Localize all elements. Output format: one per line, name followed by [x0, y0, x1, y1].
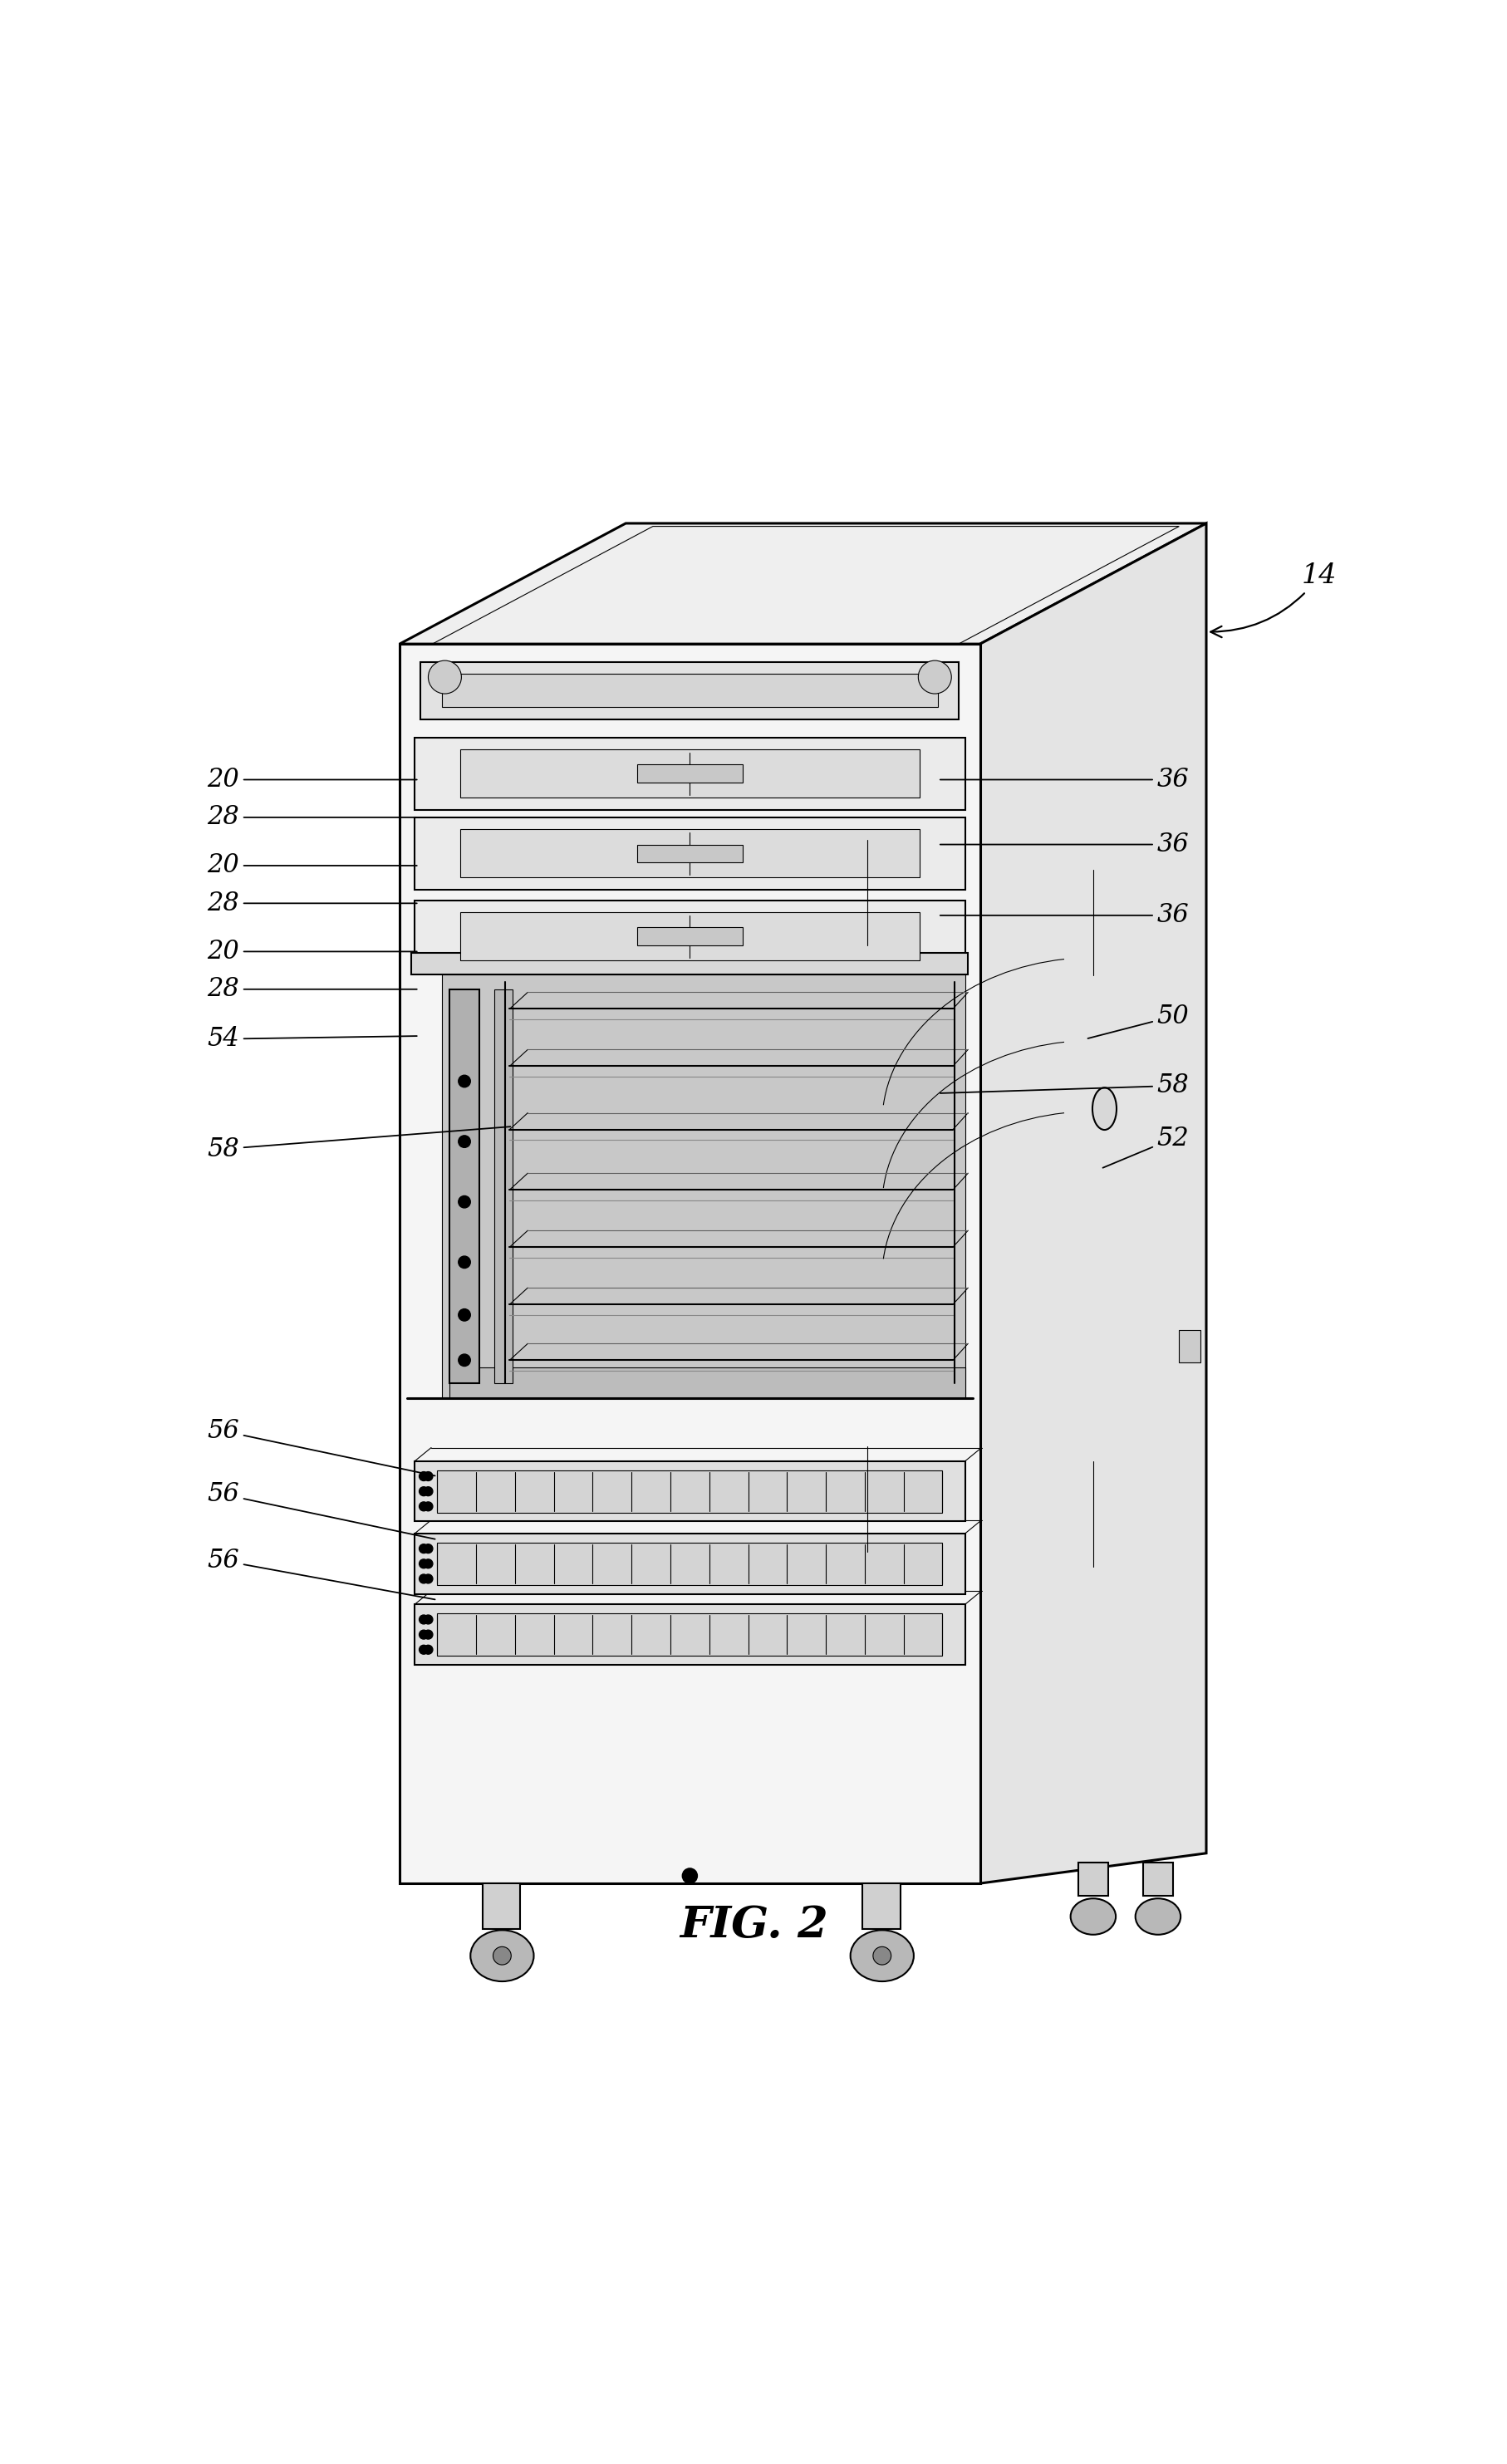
- Bar: [449, 988, 479, 1382]
- Circle shape: [419, 1614, 428, 1624]
- Circle shape: [419, 1486, 428, 1496]
- Text: 52: 52: [1102, 1126, 1189, 1168]
- Text: 56: 56: [206, 1547, 434, 1599]
- Circle shape: [423, 1545, 433, 1552]
- Bar: [414, 1604, 964, 1666]
- Text: 50: 50: [1087, 1003, 1189, 1037]
- Ellipse shape: [470, 1929, 533, 1981]
- Bar: [1178, 1331, 1200, 1363]
- Bar: [494, 988, 512, 1382]
- Circle shape: [423, 1471, 433, 1481]
- Bar: [482, 1882, 520, 1929]
- Bar: [460, 912, 919, 961]
- Text: 20: 20: [206, 939, 416, 963]
- Circle shape: [419, 1560, 428, 1567]
- Text: FIG. 2: FIG. 2: [680, 1905, 827, 1947]
- Text: 28: 28: [206, 976, 416, 1003]
- Ellipse shape: [1091, 1087, 1115, 1131]
- Bar: [862, 1882, 900, 1929]
- Text: 36: 36: [940, 833, 1189, 857]
- Circle shape: [493, 1947, 511, 1964]
- Bar: [414, 1533, 964, 1594]
- Text: 36: 36: [940, 902, 1189, 929]
- Text: 56: 56: [206, 1419, 436, 1476]
- Circle shape: [681, 1868, 696, 1882]
- Circle shape: [423, 1631, 433, 1639]
- Circle shape: [419, 1646, 428, 1653]
- Ellipse shape: [1135, 1897, 1180, 1934]
- Circle shape: [419, 1574, 428, 1584]
- Bar: [420, 663, 958, 719]
- Bar: [636, 926, 741, 946]
- Bar: [414, 1461, 964, 1520]
- Text: 20: 20: [206, 766, 416, 793]
- Polygon shape: [399, 643, 980, 1882]
- Circle shape: [419, 1471, 428, 1481]
- Polygon shape: [980, 522, 1206, 1882]
- Text: 36: 36: [940, 766, 1189, 793]
- Bar: [449, 1368, 964, 1397]
- Ellipse shape: [850, 1929, 913, 1981]
- Bar: [414, 737, 964, 811]
- Circle shape: [419, 1503, 428, 1510]
- Bar: [411, 954, 967, 973]
- Text: 28: 28: [206, 803, 416, 830]
- Circle shape: [423, 1614, 433, 1624]
- Ellipse shape: [1070, 1897, 1115, 1934]
- Circle shape: [428, 660, 461, 695]
- Text: 14: 14: [1210, 562, 1337, 638]
- Text: 58: 58: [940, 1072, 1189, 1099]
- Bar: [437, 1471, 942, 1513]
- Bar: [442, 675, 937, 707]
- Polygon shape: [399, 522, 1206, 643]
- Circle shape: [423, 1560, 433, 1567]
- Circle shape: [458, 1308, 470, 1321]
- Bar: [442, 973, 964, 1397]
- Bar: [460, 749, 919, 798]
- Circle shape: [458, 1136, 470, 1148]
- Text: 28: 28: [206, 890, 416, 917]
- Text: 56: 56: [206, 1481, 436, 1540]
- Text: 20: 20: [206, 853, 416, 880]
- Bar: [414, 818, 964, 890]
- Circle shape: [419, 1545, 428, 1552]
- Bar: [414, 899, 964, 973]
- Circle shape: [423, 1646, 433, 1653]
- Circle shape: [458, 1074, 470, 1087]
- Circle shape: [918, 660, 951, 695]
- Circle shape: [419, 1631, 428, 1639]
- Bar: [636, 845, 741, 862]
- Circle shape: [423, 1574, 433, 1584]
- Circle shape: [423, 1503, 433, 1510]
- Bar: [636, 764, 741, 784]
- Circle shape: [458, 1355, 470, 1365]
- Bar: [437, 1542, 942, 1584]
- Circle shape: [458, 1195, 470, 1207]
- Circle shape: [873, 1947, 891, 1964]
- Bar: [1078, 1863, 1108, 1895]
- Bar: [437, 1614, 942, 1656]
- Bar: [460, 830, 919, 877]
- Circle shape: [458, 1257, 470, 1269]
- Bar: [1142, 1863, 1172, 1895]
- Text: 54: 54: [206, 1025, 416, 1052]
- Text: 58: 58: [206, 1126, 509, 1163]
- Circle shape: [423, 1486, 433, 1496]
